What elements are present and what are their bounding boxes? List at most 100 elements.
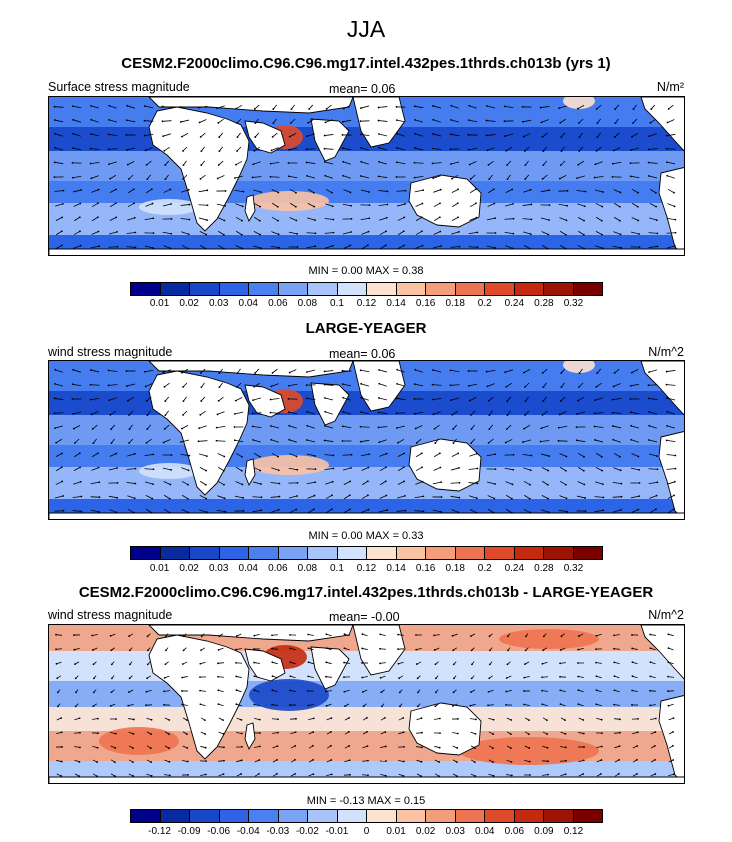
- wind-vector: [469, 105, 477, 109]
- wind-vector-head: [636, 745, 639, 747]
- wind-vector-head: [395, 412, 398, 415]
- wind-vector-head: [253, 634, 256, 637]
- panel-3-mean: mean= -0.00: [329, 610, 400, 624]
- wind-vector: [236, 146, 242, 152]
- colorbar-swatch: [396, 547, 426, 559]
- wind-vector-head: [341, 383, 344, 386]
- wind-vector-head: [224, 204, 227, 207]
- wind-vector-head: [413, 161, 416, 164]
- wind-vector-head: [403, 494, 406, 497]
- wind-vector: [199, 495, 207, 499]
- wind-vector: [128, 410, 134, 416]
- wind-vector-head: [61, 452, 63, 455]
- wind-vector-head: [420, 760, 423, 763]
- wind-vector-head: [617, 772, 620, 775]
- wind-vector-head: [438, 216, 441, 219]
- wind-vector-head: [254, 136, 257, 138]
- panel-2-colorbar: [130, 546, 603, 560]
- wind-vector-head: [366, 480, 369, 483]
- wind-vector-head: [673, 494, 675, 497]
- wind-vector-head: [476, 482, 479, 485]
- wind-vector-head: [494, 453, 497, 456]
- wind-vector-head: [252, 163, 255, 166]
- colorbar-swatch: [485, 547, 515, 559]
- wind-vector: [91, 216, 99, 222]
- wind-vector-head: [380, 705, 383, 708]
- wind-vector: [451, 453, 459, 457]
- wind-vector: [235, 466, 243, 472]
- wind-vector: [162, 467, 172, 471]
- wind-vector-head: [90, 118, 93, 121]
- wind-vector: [54, 190, 64, 192]
- wind-vector-head: [366, 244, 369, 247]
- wind-vector-head: [494, 246, 497, 249]
- wind-vector: [326, 104, 332, 110]
- wind-vector: [126, 147, 136, 151]
- wind-vector-head: [431, 383, 434, 386]
- wind-vector-head: [666, 397, 668, 399]
- wind-vector-head: [475, 511, 477, 514]
- wind-vector-head: [440, 245, 442, 247]
- wind-vector: [486, 105, 496, 109]
- wind-vector-head: [421, 202, 424, 205]
- wind-vector: [74, 746, 80, 748]
- wind-vector-head: [432, 118, 435, 121]
- wind-vector-head: [524, 663, 526, 666]
- wind-vector: [487, 495, 495, 499]
- wind-vector-head: [398, 691, 401, 694]
- wind-vector-head: [253, 149, 256, 152]
- wind-vector-head: [618, 759, 620, 761]
- wind-vector: [108, 161, 118, 165]
- wind-vector-head: [397, 441, 399, 444]
- colorbar-tick-label: 0.03: [208, 563, 229, 574]
- wind-vector-head: [107, 133, 110, 136]
- wind-vector: [326, 661, 332, 665]
- wind-vector: [666, 425, 676, 429]
- wind-vector-head: [197, 106, 200, 109]
- wind-vector-head: [216, 107, 219, 110]
- wind-vector-head: [251, 425, 254, 428]
- wind-vector: [596, 368, 602, 374]
- wind-vector-head: [452, 428, 455, 430]
- wind-vector: [451, 189, 459, 193]
- india-landmass: [310, 118, 350, 162]
- wind-vector-head: [469, 178, 472, 180]
- colorbar-tick-label: -0.09: [177, 826, 201, 837]
- wind-vector-head: [344, 705, 346, 708]
- wind-vector-head: [253, 385, 256, 388]
- wind-vector-head: [674, 467, 677, 470]
- wind-vector-head: [559, 689, 562, 692]
- wind-vector-head: [97, 202, 99, 205]
- wind-vector: [434, 424, 440, 430]
- wind-vector-head: [269, 162, 272, 165]
- wind-vector: [667, 411, 675, 415]
- wind-vector-head: [565, 455, 568, 458]
- wind-vector-head: [637, 219, 640, 222]
- wind-vector: [522, 439, 532, 443]
- wind-vector-head: [233, 426, 236, 428]
- wind-vector-head: [152, 483, 154, 485]
- wind-vector: [55, 245, 63, 249]
- wind-vector-head: [378, 397, 380, 399]
- wind-vector: [667, 175, 675, 179]
- wind-vector: [378, 426, 388, 428]
- wind-vector-head: [674, 454, 677, 457]
- wind-vector-head: [277, 219, 279, 222]
- wind-vector-head: [168, 760, 171, 763]
- wind-vector: [523, 467, 531, 471]
- wind-vector-head: [512, 217, 515, 220]
- wind-vector: [127, 495, 135, 499]
- panel-3-map-plot: [49, 625, 684, 783]
- wind-vector-head: [654, 731, 657, 733]
- wind-vector: [272, 648, 278, 650]
- wind-vector: [415, 230, 423, 236]
- wind-vector: [560, 160, 566, 166]
- wind-vector-head: [170, 454, 173, 456]
- wind-vector-head: [421, 230, 423, 233]
- wind-vector: [612, 496, 622, 498]
- wind-vector-head: [242, 510, 245, 512]
- wind-vector: [631, 132, 639, 138]
- wind-vector-head: [296, 495, 298, 497]
- wind-vector-head: [296, 481, 299, 484]
- wind-vector: [127, 161, 135, 165]
